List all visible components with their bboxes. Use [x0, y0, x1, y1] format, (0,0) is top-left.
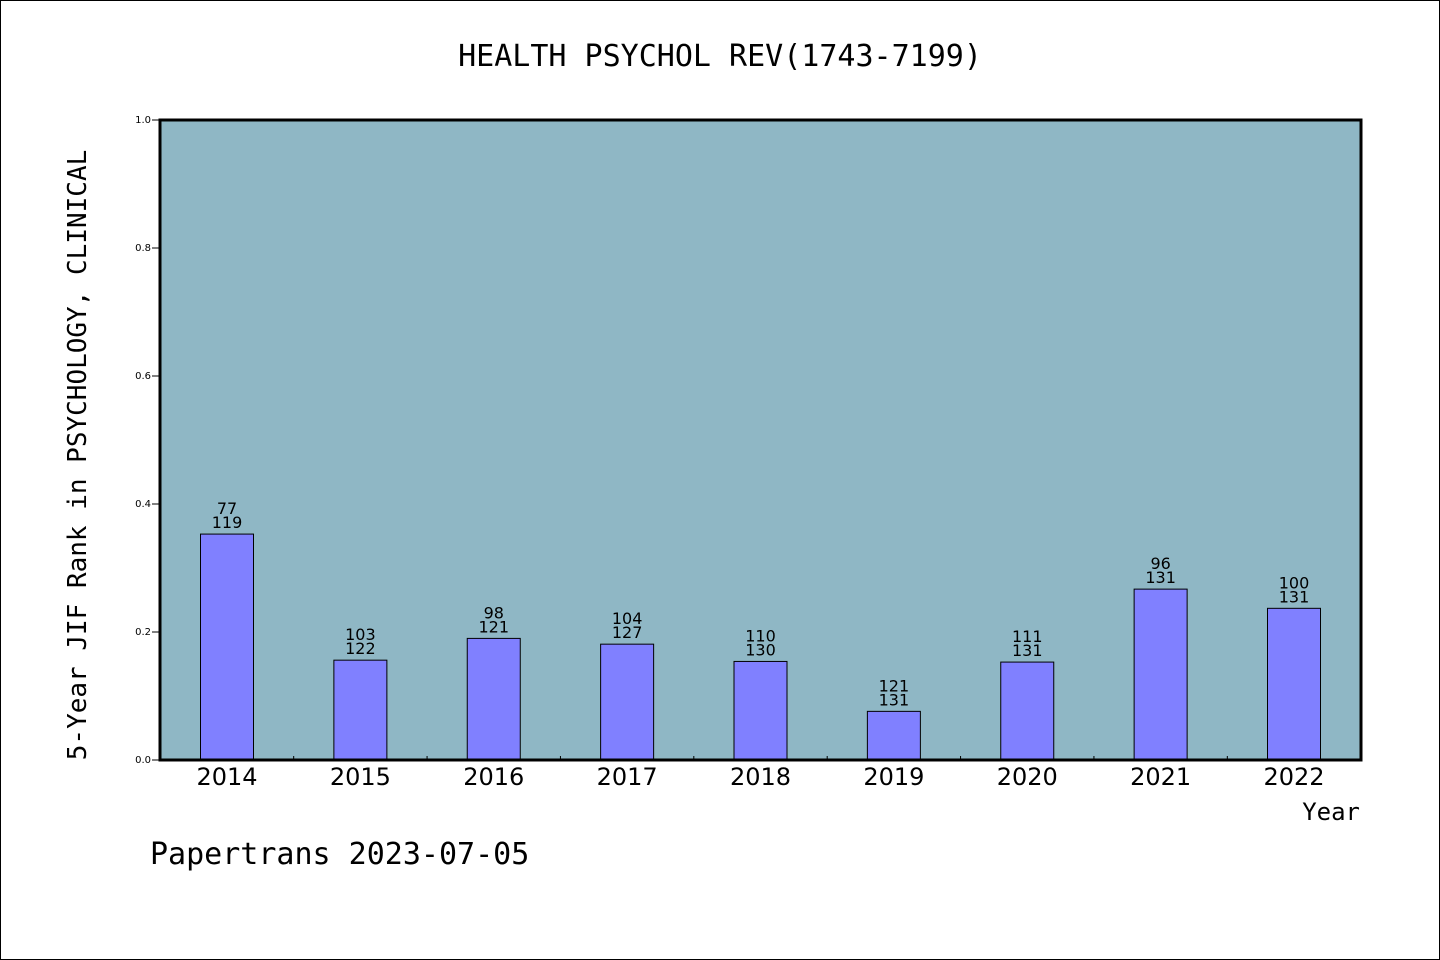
- x-axis-label: Year: [1302, 798, 1360, 826]
- footer-credit: Papertrans 2023-07-05: [150, 837, 529, 872]
- x-tick-label-2019: 2019: [863, 763, 924, 791]
- y-tick-label: 1.0: [135, 115, 151, 126]
- x-tick-label-2015: 2015: [330, 763, 391, 791]
- chart-title: HEALTH PSYCHOL REV(1743-7199): [458, 39, 982, 74]
- bar-total-label-2016: 121: [478, 617, 509, 636]
- bar-rank-label-2018: 110: [745, 626, 776, 645]
- x-tick-label-2016: 2016: [463, 763, 524, 791]
- bar-2018: [733, 660, 788, 761]
- bar-rank-label-2022: 100: [1279, 573, 1310, 592]
- y-tick-label: 0.4: [135, 499, 151, 510]
- bars-group: [200, 533, 1321, 761]
- bar-total-label-2018: 130: [745, 640, 776, 659]
- y-tick-label: 0.0: [135, 755, 151, 766]
- y-tick-label: 0.2: [135, 627, 151, 638]
- x-tick-label-2014: 2014: [196, 763, 257, 791]
- bar-rank-label-2014: 77: [217, 499, 237, 518]
- plot-border: [158, 118, 1363, 762]
- y-ticks-group: 0.0 0.2 0.4 0.6 0.8 1.0: [135, 115, 160, 766]
- bar-2014: [200, 533, 254, 761]
- bar-total-label-2019: 131: [879, 690, 910, 709]
- y-axis-label: 5-Year JIF Rank in PSYCHOLOGY, CLINICAL: [63, 150, 93, 760]
- bar-rank-label-2021: 96: [1150, 554, 1170, 573]
- bar-2019: [866, 710, 921, 761]
- bar-rank-label-2020: 111: [1012, 627, 1043, 646]
- bar-total-label-2014: 119: [212, 513, 243, 532]
- x-tick-label-2017: 2017: [597, 763, 658, 791]
- x-tick-label-2021: 2021: [1130, 763, 1191, 791]
- bar-rank-label-2015: 103: [345, 625, 376, 644]
- x-tick-label-2022: 2022: [1263, 763, 1324, 791]
- x-tick-label-2018: 2018: [730, 763, 791, 791]
- bar-total-label-2022: 131: [1279, 587, 1310, 606]
- bar-total-label-2020: 131: [1012, 641, 1043, 660]
- bar-2020: [1000, 661, 1055, 761]
- bar-2016: [466, 637, 521, 761]
- y-tick-label: 0.8: [135, 243, 151, 254]
- bar-total-label-2017: 127: [612, 623, 643, 642]
- bar-2017: [600, 643, 655, 761]
- bar-2021: [1133, 588, 1188, 761]
- bar-total-label-2015: 122: [345, 639, 376, 658]
- bar-rank-label-2019: 121: [879, 676, 910, 695]
- bar-rank-label-2016: 98: [484, 603, 504, 622]
- y-tick-label: 0.6: [135, 371, 151, 382]
- x-ticks-group: 2014 2015 2016 2017 2018 2019 2020 2021 2022: [196, 756, 1325, 791]
- bar-2022: [1267, 607, 1321, 761]
- x-tick-label-2020: 2020: [997, 763, 1058, 791]
- bar-total-label-2021: 131: [1145, 568, 1176, 587]
- bar-rank-label-2017: 104: [612, 609, 643, 628]
- bar-2015: [333, 659, 388, 761]
